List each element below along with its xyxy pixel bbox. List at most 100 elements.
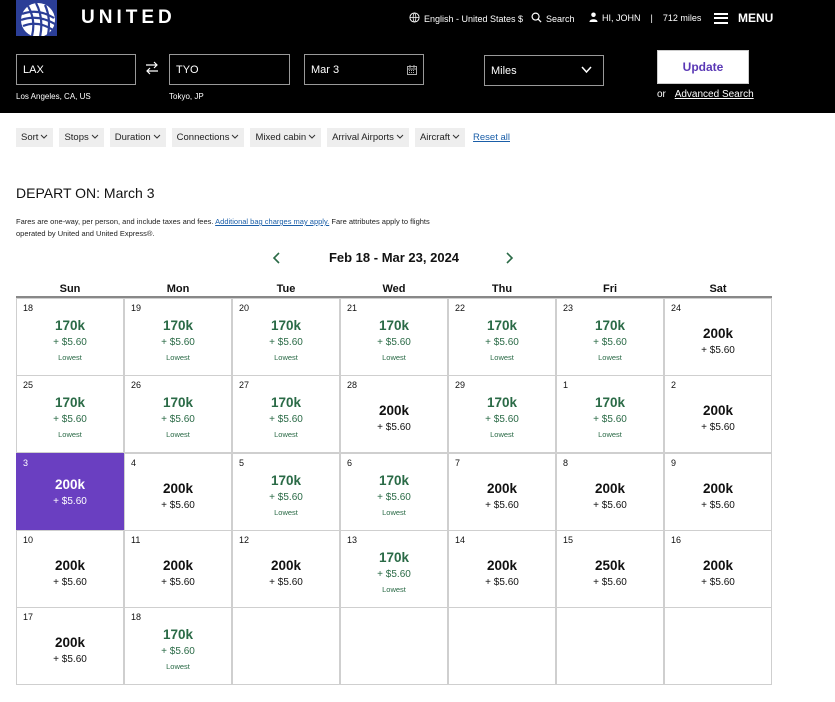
calendar-day-cell[interactable]: 21 170k + $5.60 Lowest [340,298,448,376]
calendar-day-cell[interactable]: 29 170k + $5.60 Lowest [448,375,556,453]
fare-tax: + $5.60 [593,500,627,511]
calendar-day-cell[interactable]: 4 200k + $5.60 [124,453,232,531]
day-number: 13 [347,535,358,545]
fare-price: 170k [270,395,302,410]
day-number: 29 [455,380,466,390]
fare-price: 200k [486,558,518,573]
day-number: 21 [347,303,358,313]
calendar-day-cell[interactable]: 9 200k + $5.60 [664,453,772,531]
calendar-empty-cell [664,607,772,685]
update-button[interactable]: Update [657,50,749,84]
lowest-badge: Lowest [382,585,406,594]
calendar-day-cell[interactable]: 22 170k + $5.60 Lowest [448,298,556,376]
filter-label: Connections [176,132,230,143]
advanced-search-link[interactable]: Advanced Search [674,89,754,100]
lowest-badge: Lowest [382,353,406,362]
calendar-day-cell[interactable]: 3 200k + $5.60 [16,453,124,531]
filter-arrival-airports[interactable]: Arrival Airports [327,128,409,147]
reset-all-link[interactable]: Reset all [473,132,510,143]
fare-type-select[interactable]: Miles [484,55,604,86]
day-number: 8 [563,458,569,468]
calendar-day-cell[interactable]: 2 200k + $5.60 [664,375,772,453]
destination-input[interactable]: TYO [169,54,290,85]
language-selector[interactable]: English - United States $ [409,12,523,25]
fare-tax: + $5.60 [161,500,195,511]
calendar-day-cell[interactable]: 16 200k + $5.60 [664,530,772,608]
fare-price: 170k [486,318,518,333]
calendar-range: Feb 18 - Mar 23, 2024 [328,250,460,265]
calendar-empty-cell [448,607,556,685]
hamburger-icon [714,12,728,24]
calendar-day-cell[interactable]: 11 200k + $5.60 [124,530,232,608]
day-number: 25 [23,380,34,390]
calendar-empty-cell [232,607,340,685]
chevron-down-icon [581,65,592,77]
fare-tax: + $5.60 [701,577,735,588]
next-range-chevron-right-icon[interactable] [506,251,514,267]
fare-price: 200k [594,481,626,496]
filter-label: Stops [64,132,89,143]
fare-tax: + $5.60 [269,492,303,503]
fare-type-value: Miles [491,65,517,77]
calendar-day-cell[interactable]: 12 200k + $5.60 [232,530,340,608]
depart-on-heading: DEPART ON: March 3 [16,185,155,201]
filter-stops[interactable]: Stops [59,128,104,147]
fare-tax: + $5.60 [485,577,519,588]
day-number: 3 [23,458,29,468]
search-link[interactable]: Search [531,12,575,25]
notes-text-3: operated by United and United Express®. [16,229,155,238]
account-link[interactable]: HI, JOHN | 712 miles [589,12,701,24]
filter-duration[interactable]: Duration [109,128,166,147]
calendar-day-cell[interactable]: 14 200k + $5.60 [448,530,556,608]
day-number: 17 [23,612,34,622]
calendar-day-cell[interactable]: 1 170k + $5.60 Lowest [556,375,664,453]
fare-tax: + $5.60 [269,577,303,588]
calendar-day-cell[interactable]: 13 170k + $5.60 Lowest [340,530,448,608]
chevron-down-icon [231,132,239,143]
calendar-day-cell[interactable]: 18 170k + $5.60 Lowest [16,298,124,376]
calendar-day-cell[interactable]: 20 170k + $5.60 Lowest [232,298,340,376]
filter-sort[interactable]: Sort [16,128,54,147]
prev-range-chevron-left-icon[interactable] [272,251,280,267]
lowest-badge: Lowest [274,508,298,517]
calendar-day-cell[interactable]: 26 170k + $5.60 Lowest [124,375,232,453]
top-bar: UNITED English - United States $ Search … [0,0,835,113]
lowest-badge: Lowest [382,508,406,517]
swap-icon[interactable] [145,61,159,80]
day-number: 11 [131,535,141,545]
lowest-badge: Lowest [274,430,298,439]
calendar-day-cell[interactable]: 23 170k + $5.60 Lowest [556,298,664,376]
bag-charges-link[interactable]: Additional bag charges may apply. [215,217,330,226]
calendar-day-cell[interactable]: 8 200k + $5.60 [556,453,664,531]
calendar-day-cell[interactable]: 25 170k + $5.60 Lowest [16,375,124,453]
brand-wordmark[interactable]: UNITED [81,7,176,28]
united-globe-logo[interactable] [16,0,57,36]
chevron-down-icon [396,132,404,143]
filter-mixed-cabin[interactable]: Mixed cabin [250,128,322,147]
fare-tax: + $5.60 [377,337,411,348]
fare-tax: + $5.60 [701,422,735,433]
menu-button[interactable]: MENU [714,11,773,25]
fare-tax: + $5.60 [53,496,87,507]
origin-input[interactable]: LAX [16,54,136,85]
fare-tax: + $5.60 [269,337,303,348]
filter-connections[interactable]: Connections [171,128,245,147]
calendar-day-cell[interactable]: 7 200k + $5.60 [448,453,556,531]
calendar-day-cell[interactable]: 19 170k + $5.60 Lowest [124,298,232,376]
calendar-day-cell[interactable]: 10 200k + $5.60 [16,530,124,608]
calendar-day-cell[interactable]: 17 200k + $5.60 [16,607,124,685]
calendar-day-cell[interactable]: 18 170k + $5.60 Lowest [124,607,232,685]
fare-tax: + $5.60 [701,500,735,511]
language-label: English - United States $ [424,13,524,24]
calendar-day-cell[interactable]: 15 250k + $5.60 [556,530,664,608]
calendar-day-cell[interactable]: 5 170k + $5.60 Lowest [232,453,340,531]
calendar-day-cell[interactable]: 28 200k + $5.60 [340,375,448,453]
calendar-day-cell[interactable]: 27 170k + $5.60 Lowest [232,375,340,453]
fare-tax: + $5.60 [377,422,411,433]
fare-tax: + $5.60 [377,569,411,580]
day-number: 27 [239,380,250,390]
date-input[interactable]: Mar 3 [304,54,424,85]
calendar-day-cell[interactable]: 6 170k + $5.60 Lowest [340,453,448,531]
calendar-day-cell[interactable]: 24 200k + $5.60 [664,298,772,376]
filter-aircraft[interactable]: Aircraft [414,128,466,147]
